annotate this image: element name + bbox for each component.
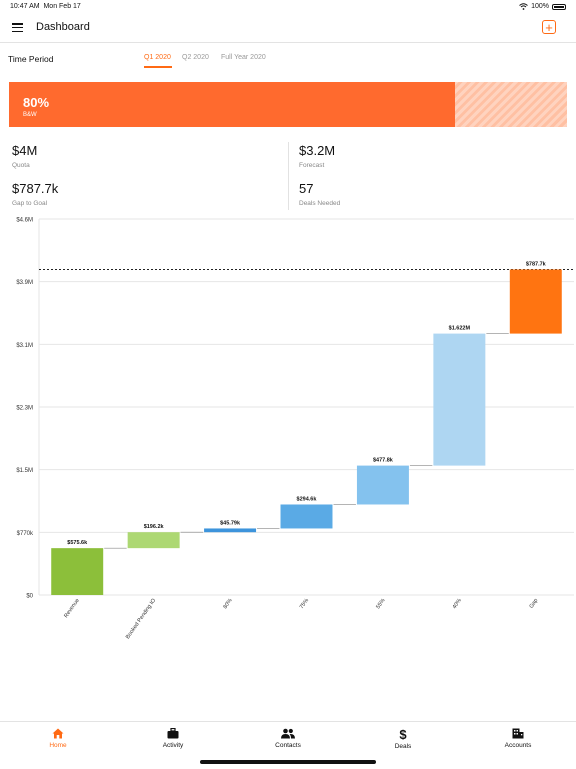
y-tick-label: $0	[26, 594, 33, 600]
battery-percent: 100%	[531, 3, 549, 10]
wifi-icon	[519, 3, 528, 10]
status-right: 100%	[519, 3, 566, 10]
bar-value-label: $196.2k	[144, 524, 165, 530]
x-tick-label: Booked Pending IO	[125, 597, 158, 640]
active-tab-indicator	[144, 66, 172, 68]
tab-contacts[interactable]: Contacts	[248, 728, 328, 749]
y-tick-label: $3.1M	[16, 343, 33, 349]
bar-value-label: $575.6k	[67, 540, 88, 546]
forecast-value: $3.2M	[299, 143, 336, 158]
quota-progress-bar: 80% B&W	[9, 82, 567, 127]
home-icon	[52, 728, 64, 739]
bar-value-label: $294.6k	[297, 496, 318, 502]
bar-value-label: $45.79k	[220, 520, 241, 526]
gap-to-goal-value: $787.7k	[12, 181, 59, 196]
tab-home-label: Home	[49, 742, 67, 749]
deals-needed-value: 57	[299, 181, 314, 196]
home-indicator	[200, 760, 376, 764]
waterfall-chart: $0 $770k $1.5M $2.3M $3.1M $3.9M $4.6M $575.6k R…	[16, 218, 574, 640]
y-tick-label: $1.5M	[16, 468, 33, 474]
time-period-label: Time Period	[8, 54, 54, 64]
bar-value-label: $1.622M	[449, 326, 471, 332]
tab-q1-2020[interactable]: Q1 2020	[144, 54, 171, 61]
tab-home[interactable]: Home	[18, 728, 98, 749]
y-tick-label: $4.6M	[16, 218, 33, 224]
x-tick-label: Gap	[529, 598, 540, 610]
progress-fill	[9, 82, 456, 127]
gap-to-goal-label: Gap to Goal	[12, 200, 48, 207]
app-header: Dashboard +	[0, 14, 576, 43]
progress-percent: 80%	[23, 95, 50, 110]
y-tick-label: $770k	[17, 531, 34, 537]
tab-full-year-2020[interactable]: Full Year 2020	[221, 54, 266, 61]
tab-deals-label: Deals	[394, 743, 412, 750]
bar-value-label: $477.8k	[373, 458, 394, 464]
svg-text:$: $	[399, 728, 407, 740]
y-tick-label: $2.3M	[16, 406, 33, 412]
tab-q2-2020[interactable]: Q2 2020	[182, 54, 209, 61]
x-tick-label: Revenue	[63, 598, 81, 619]
x-tick-label: 40%	[452, 598, 463, 611]
hamburger-menu-icon[interactable]	[12, 23, 23, 33]
tab-activity-label: Activity	[162, 742, 184, 749]
waterfall-bar	[356, 465, 409, 505]
battery-icon	[552, 3, 566, 10]
y-tick-label: $3.9M	[16, 280, 33, 286]
building-icon	[512, 728, 524, 739]
add-square-icon[interactable]: +	[542, 20, 556, 34]
status-bar: 10:47 AM Mon Feb 17 100%	[0, 0, 576, 14]
quota-label: Quota	[12, 162, 30, 169]
waterfall-bar	[509, 269, 562, 334]
contacts-icon	[281, 728, 295, 739]
tab-accounts-label: Accounts	[504, 742, 532, 749]
page-title: Dashboard	[36, 21, 90, 33]
waterfall-bar	[204, 528, 257, 533]
status-time: 10:47 AM Mon Feb 17	[10, 3, 81, 10]
metrics-divider	[288, 142, 289, 210]
bar-value-label: $787.7k	[526, 261, 547, 267]
tab-deals[interactable]: $ Deals	[363, 728, 443, 750]
progress-sublabel: B&W	[23, 112, 37, 118]
briefcase-icon	[167, 728, 179, 739]
dollar-icon: $	[399, 728, 407, 740]
tab-contacts-label: Contacts	[275, 742, 301, 749]
waterfall-bar	[127, 532, 180, 549]
waterfall-bar	[433, 333, 486, 466]
quota-value: $4M	[12, 143, 38, 158]
deals-needed-label: Deals Needed	[299, 200, 341, 207]
tab-activity[interactable]: Activity	[133, 728, 213, 749]
waterfall-bar	[280, 504, 333, 529]
tab-accounts[interactable]: Accounts	[478, 728, 558, 749]
x-tick-label: 75%	[299, 598, 310, 611]
x-tick-label: 80%	[222, 598, 233, 611]
waterfall-bar	[51, 548, 104, 595]
x-tick-label: 55%	[375, 598, 386, 611]
forecast-label: Forecast	[299, 162, 325, 169]
